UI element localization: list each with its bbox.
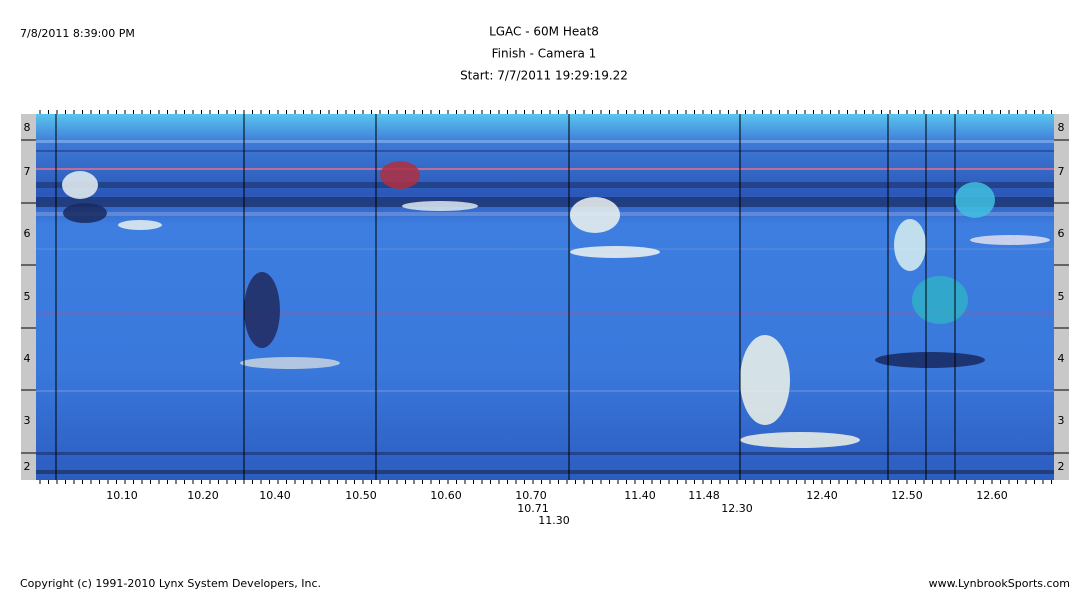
lane-label-right: 8 xyxy=(1058,121,1065,134)
lane-label-right: 3 xyxy=(1058,414,1065,427)
lane-label-left: 3 xyxy=(24,414,31,427)
time-label: 10.10 xyxy=(106,489,138,502)
lane-label-left: 8 xyxy=(24,121,31,134)
stripe xyxy=(36,312,1054,315)
website: www.LynbrookSports.com xyxy=(929,577,1070,590)
time-label: 10.20 xyxy=(187,489,219,502)
lane-label-right: 4 xyxy=(1058,352,1065,365)
stripe xyxy=(36,140,1054,143)
time-cursor-lines xyxy=(55,114,956,480)
lane-label-left: 2 xyxy=(24,460,31,473)
stripe xyxy=(36,452,1054,455)
lane-label-right: 5 xyxy=(1058,290,1065,303)
time-label: 11.40 xyxy=(624,489,656,502)
time-label: 12.60 xyxy=(976,489,1008,502)
copyright: Copyright (c) 1991-2010 Lynx System Deve… xyxy=(20,577,321,590)
lane-label-left: 5 xyxy=(24,290,31,303)
lane-label-left: 6 xyxy=(24,227,31,240)
stripe xyxy=(36,182,1054,188)
subtitle: Finish - Camera 1 xyxy=(492,47,597,61)
time-label: 10.60 xyxy=(430,489,462,502)
time-label: 12.40 xyxy=(806,489,838,502)
lane-label-left: 7 xyxy=(24,165,31,178)
lane-label-right: 6 xyxy=(1058,227,1065,240)
time-label: 11.48 xyxy=(688,489,720,502)
time-label: 10.71 xyxy=(517,502,549,515)
title: LGAC - 60M Heat8 xyxy=(489,25,599,39)
time-label: 10.50 xyxy=(345,489,377,502)
lane-label-right: 2 xyxy=(1058,460,1065,473)
stripe xyxy=(36,197,1054,207)
time-label: 11.30 xyxy=(538,514,570,527)
lane-label-left: 4 xyxy=(24,352,31,365)
stripe xyxy=(36,248,1054,250)
start-time: Start: 7/7/2011 19:29:19.22 xyxy=(460,69,628,83)
lane-label-right: 7 xyxy=(1058,165,1065,178)
stripe xyxy=(36,470,1054,474)
left-lane-bar xyxy=(21,114,36,480)
time-label: 12.30 xyxy=(721,502,753,515)
time-label: 10.70 xyxy=(515,489,547,502)
right-lane-bar xyxy=(1054,114,1069,480)
stripe xyxy=(36,212,1054,216)
stripe xyxy=(36,390,1054,392)
stripe xyxy=(36,150,1054,152)
printed-at: 7/8/2011 8:39:00 PM xyxy=(20,27,135,40)
ruler: 8 8 7 7 6 6 5 5 4 4 3 3 2 2 10.10 10.20 10.40 10.50 10.60 1… xyxy=(21,110,1069,527)
image-stripes xyxy=(36,140,1054,474)
finish-image xyxy=(36,114,1054,480)
time-label: 10.40 xyxy=(259,489,291,502)
stripe xyxy=(36,168,1054,170)
time-label: 12.50 xyxy=(891,489,923,502)
